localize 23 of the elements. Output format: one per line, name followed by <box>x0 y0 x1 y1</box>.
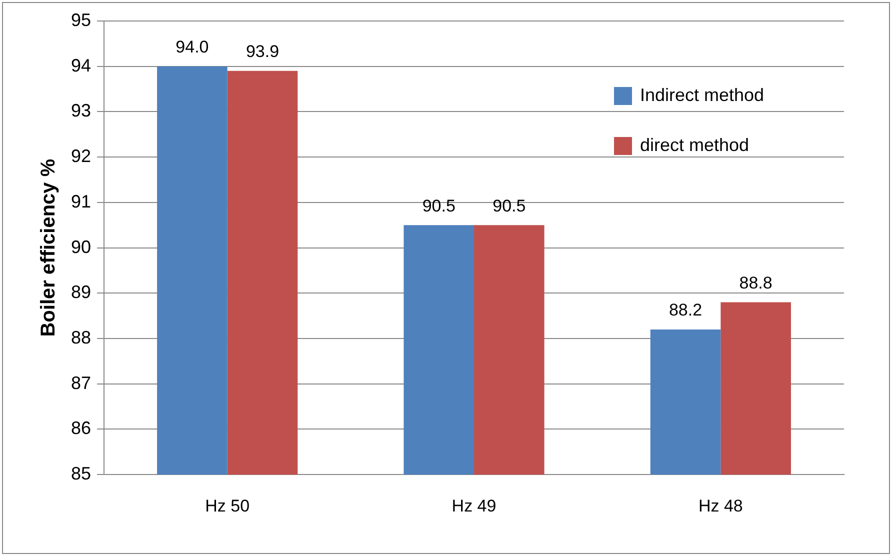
x-tick-label: Hz 48 <box>698 496 743 516</box>
data-label: 93.9 <box>246 42 280 62</box>
x-tick-label: Hz 50 <box>205 496 250 516</box>
y-tick-label: 93 <box>70 100 92 121</box>
data-label: 88.8 <box>739 273 772 292</box>
y-tick-label: 88 <box>70 327 92 348</box>
y-tick-label: 85 <box>70 464 92 484</box>
data-label: 94.0 <box>176 38 209 57</box>
x-tick-label: Hz 49 <box>452 496 496 516</box>
y-tick-label: 89 <box>70 282 92 302</box>
data-label: 90.5 <box>492 196 526 216</box>
y-tick-label: 87 <box>70 372 92 393</box>
y-axis-title: Boiler efficiency % <box>38 158 60 337</box>
data-label: 90.5 <box>422 196 456 216</box>
y-tick-label: 92 <box>70 146 92 166</box>
y-tick-label: 86 <box>70 418 92 438</box>
data-label: 88.2 <box>668 300 702 320</box>
y-tick-label: 90 <box>70 236 92 257</box>
legend-label: direct method <box>640 134 750 155</box>
y-tick-label: 95 <box>70 10 92 30</box>
legend-label: Indirect method <box>640 84 764 105</box>
y-tick-label: 91 <box>70 191 92 212</box>
y-tick-label: 94 <box>70 55 92 76</box>
